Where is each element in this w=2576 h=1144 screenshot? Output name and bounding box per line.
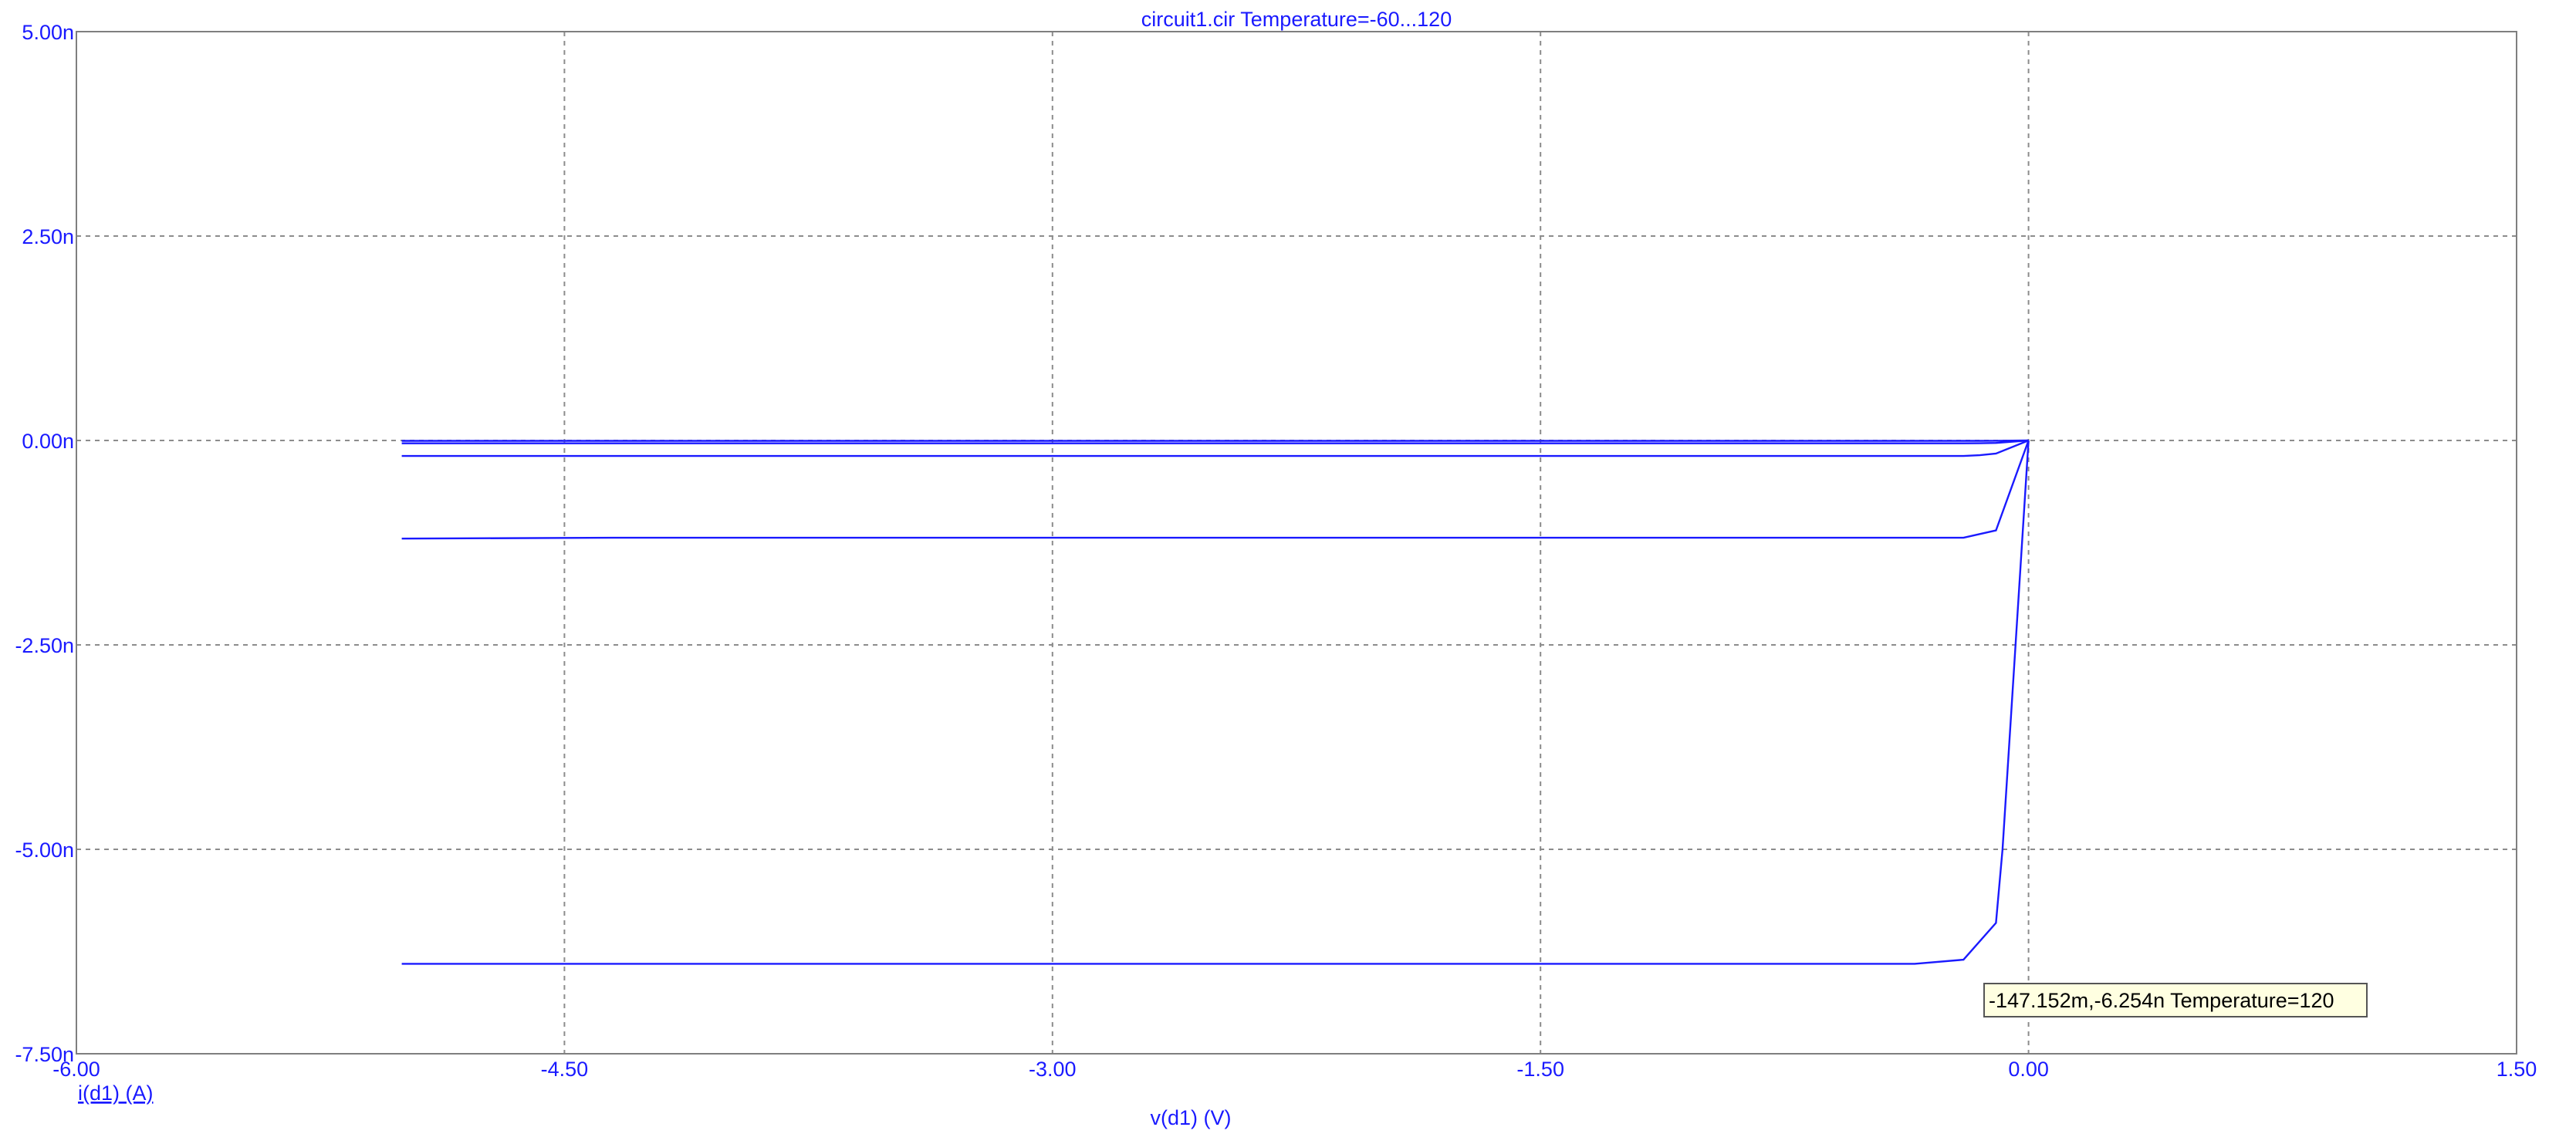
x-tick-label: -6.00 <box>52 1058 100 1081</box>
y-tick-label: -5.00n <box>15 839 74 862</box>
y-tick-labels: 5.00n 2.50n 0.00n -2.50n -5.00n -7.50n <box>15 21 74 1066</box>
plot-frame <box>76 31 2517 1055</box>
grid-lines <box>76 32 2517 1054</box>
x-tick-labels: -6.00 -4.50 -3.00 -1.50 0.00 1.50 <box>52 1058 2537 1081</box>
cursor-readout: -147.152m,-6.254n Temperature=120 <box>1983 983 2368 1017</box>
x-tick-label: -1.50 <box>1516 1058 1564 1081</box>
y-tick-label: 5.00n <box>22 21 74 44</box>
cursor-readout-text: -147.152m,-6.254n Temperature=120 <box>1989 989 2334 1012</box>
y-tick-label: -2.50n <box>15 634 74 657</box>
x-axis-label: v(d1) (V) <box>1150 1106 1231 1129</box>
series-line-5 <box>401 440 2030 965</box>
y-axis-label[interactable]: i(d1) (A) <box>78 1082 154 1105</box>
x-tick-label: 0.00 <box>2008 1058 2049 1081</box>
y-tick-label: 2.50n <box>22 225 74 248</box>
x-tick-label: 1.50 <box>2497 1058 2537 1081</box>
x-tick-label: -4.50 <box>541 1058 589 1081</box>
series-line-1 <box>401 439 2029 442</box>
y-tick-label: 0.00n <box>22 430 74 453</box>
series-line-3 <box>401 439 2030 457</box>
y-tick-label: -7.50n <box>15 1043 74 1066</box>
series-line-2 <box>401 439 2029 444</box>
series-group <box>401 439 2030 965</box>
series-line-4 <box>401 440 2030 540</box>
x-tick-label: -3.00 <box>1029 1058 1077 1081</box>
chart-title: circuit1.cir Temperature=-60...120 <box>1141 8 1452 31</box>
cursor-readout-box <box>1983 983 2368 1017</box>
